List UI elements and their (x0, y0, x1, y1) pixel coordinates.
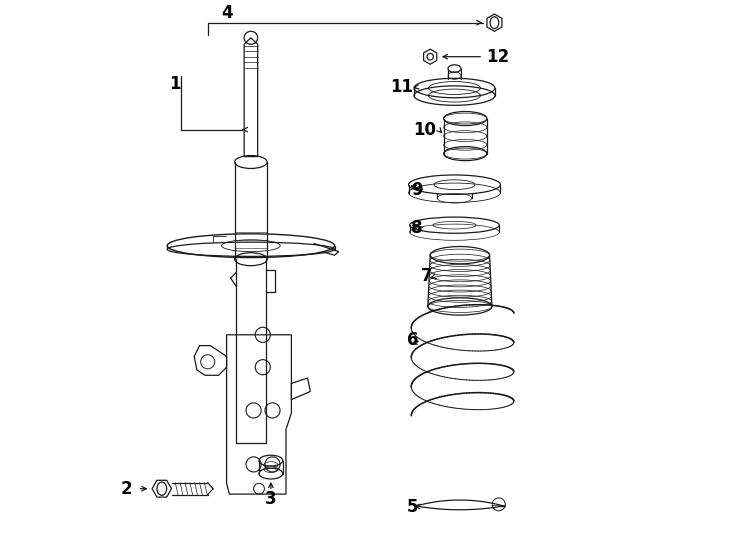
Text: 1: 1 (170, 75, 181, 93)
Text: 5: 5 (407, 497, 418, 516)
Text: 3: 3 (265, 490, 277, 509)
Text: 10: 10 (413, 120, 436, 139)
Text: 2: 2 (120, 480, 132, 498)
Text: 6: 6 (407, 331, 418, 349)
Text: 11: 11 (390, 78, 413, 97)
Text: 12: 12 (486, 48, 509, 66)
Text: 8: 8 (411, 219, 423, 237)
Text: 9: 9 (411, 181, 423, 199)
Text: 4: 4 (221, 4, 233, 22)
Text: 7: 7 (421, 267, 432, 286)
